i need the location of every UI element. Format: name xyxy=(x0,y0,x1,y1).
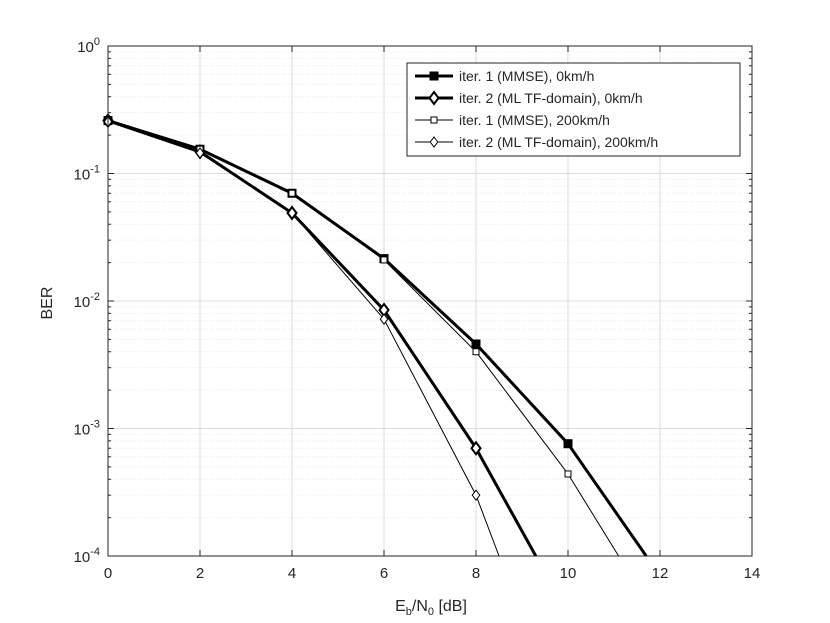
x-tick-label: 14 xyxy=(744,565,761,582)
legend-entry: iter. 2 (ML TF-domain), 200km/h xyxy=(415,134,658,150)
x-tick-label: 12 xyxy=(652,565,669,582)
data-point xyxy=(195,147,205,159)
legend-swatch-marker xyxy=(429,136,439,148)
x-tick-label: 2 xyxy=(196,565,204,582)
legend-label: iter. 2 (ML TF-domain), 200km/h xyxy=(459,134,658,150)
legend-swatch-marker xyxy=(429,71,439,81)
y-axis-label: BER xyxy=(39,287,56,320)
series-2 xyxy=(102,112,538,557)
data-point xyxy=(288,189,296,197)
series-line xyxy=(107,121,500,557)
y-tick-label: 10-2 xyxy=(74,291,100,311)
legend: iter. 1 (MMSE), 0km/h iter. 2 (ML TF-doma… xyxy=(406,62,741,157)
y-tick-label: 10-1 xyxy=(74,164,100,184)
series-line xyxy=(107,119,538,557)
series-3 xyxy=(104,118,620,557)
x-axis-label: Eb/N0 [dB] xyxy=(395,598,467,618)
legend-swatch-marker xyxy=(430,116,438,124)
data-point xyxy=(379,313,389,326)
legend-label: iter. 2 (ML TF-domain), 0km/h xyxy=(459,90,643,106)
data-point xyxy=(470,440,482,456)
legend-label: iter. 1 (MMSE), 0km/h xyxy=(459,68,594,84)
x-tick-label: 0 xyxy=(104,565,112,582)
data-point xyxy=(287,207,297,219)
data-point xyxy=(564,470,572,478)
legend-label: iter. 1 (MMSE), 200km/h xyxy=(459,112,610,128)
x-tick-label: 6 xyxy=(380,565,388,582)
series-line xyxy=(107,121,620,557)
series-line xyxy=(107,119,648,557)
data-point xyxy=(563,439,573,449)
legend-entry: iter. 1 (MMSE), 200km/h xyxy=(415,112,610,128)
data-point xyxy=(380,256,388,264)
legend-swatch-marker xyxy=(428,90,440,106)
y-tick-label: 10-4 xyxy=(74,546,100,566)
x-tick-label: 8 xyxy=(472,565,480,582)
legend-box xyxy=(406,62,741,157)
y-tick-label: 100 xyxy=(77,36,100,56)
x-tick-label: 10 xyxy=(560,565,577,582)
axis-ticks: 0 2 4 6 8 10 12 14 100 10-1 10-2 10-3 10-4 xyxy=(74,36,761,582)
plot-series xyxy=(102,112,648,557)
series-1 xyxy=(103,116,648,557)
y-tick-label: 10-3 xyxy=(74,419,100,439)
data-point xyxy=(471,489,481,502)
series-4 xyxy=(103,115,500,557)
data-point xyxy=(471,339,481,349)
legend-entry: iter. 2 (ML TF-domain), 0km/h xyxy=(415,90,643,106)
x-tick-label: 4 xyxy=(288,565,296,582)
data-point xyxy=(472,348,480,356)
legend-entry: iter. 1 (MMSE), 0km/h xyxy=(415,68,594,84)
